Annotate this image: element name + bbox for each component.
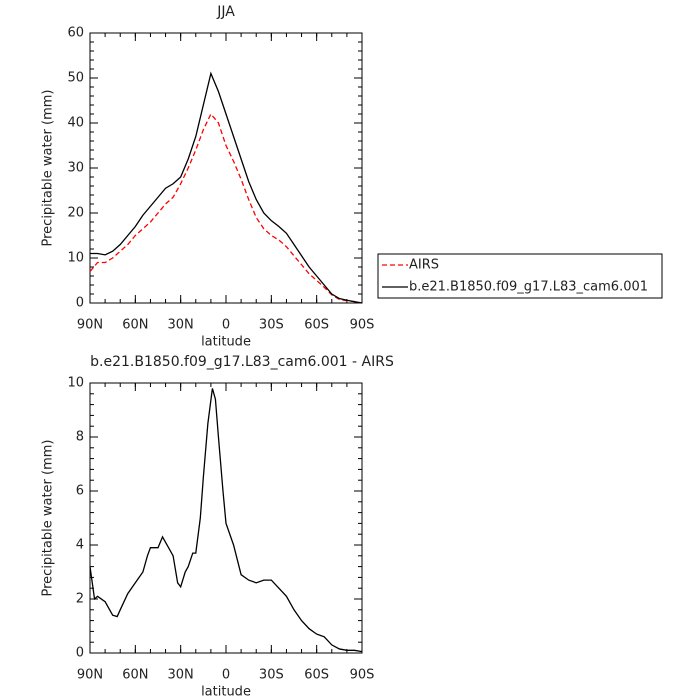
x-tick-label: 30N bbox=[168, 318, 194, 333]
x-tick-label: 60N bbox=[122, 668, 148, 683]
x-tick-label: 90N bbox=[77, 318, 103, 333]
x-tick-label: 60N bbox=[122, 318, 148, 333]
y-tick-label: 60 bbox=[67, 26, 84, 41]
x-tick-label: 90N bbox=[77, 668, 103, 683]
legend-label: b.e21.B1850.f09_g17.L83_cam6.001 bbox=[409, 280, 648, 295]
data-line bbox=[89, 112, 363, 304]
y-tick-label: 30 bbox=[67, 161, 84, 176]
y-tick-label: 4 bbox=[76, 538, 84, 553]
y-axis-label: Precipitable water (mm) bbox=[41, 90, 56, 247]
legend-box bbox=[377, 253, 663, 299]
x-tick-label: 30N bbox=[168, 668, 194, 683]
x-tick-label: 0 bbox=[222, 668, 230, 683]
x-tick-label: 0 bbox=[222, 318, 230, 333]
y-tick-label: 20 bbox=[67, 206, 84, 221]
x-tick-label: 60S bbox=[304, 318, 329, 333]
x-tick-label: 60S bbox=[304, 668, 329, 683]
chart-title: b.e21.B1850.f09_g17.L83_cam6.001 - AIRS bbox=[90, 354, 394, 370]
y-tick-label: 50 bbox=[67, 71, 84, 86]
x-tick-label: 30S bbox=[259, 318, 284, 333]
y-tick-label: 0 bbox=[76, 296, 84, 311]
y-tick-label: 10 bbox=[67, 376, 84, 391]
y-tick-label: 10 bbox=[67, 251, 84, 266]
plot-frame bbox=[89, 32, 363, 304]
y-tick-label: 6 bbox=[76, 484, 84, 499]
x-tick-label: 30S bbox=[259, 668, 284, 683]
x-tick-label: 90S bbox=[350, 318, 375, 333]
y-tick-label: 40 bbox=[67, 116, 84, 131]
x-tick-label: 90S bbox=[350, 668, 375, 683]
x-axis-label: latitude bbox=[201, 335, 251, 350]
y-tick-label: 2 bbox=[76, 592, 84, 607]
chart-title: JJA bbox=[216, 4, 235, 20]
y-tick-label: 0 bbox=[76, 646, 84, 661]
y-tick-label: 8 bbox=[76, 430, 84, 445]
y-axis-label: Precipitable water (mm) bbox=[41, 440, 56, 597]
data-line bbox=[89, 388, 363, 653]
legend-label: AIRS bbox=[409, 258, 439, 273]
data-line bbox=[90, 71, 363, 304]
x-axis-label: latitude bbox=[201, 685, 251, 700]
